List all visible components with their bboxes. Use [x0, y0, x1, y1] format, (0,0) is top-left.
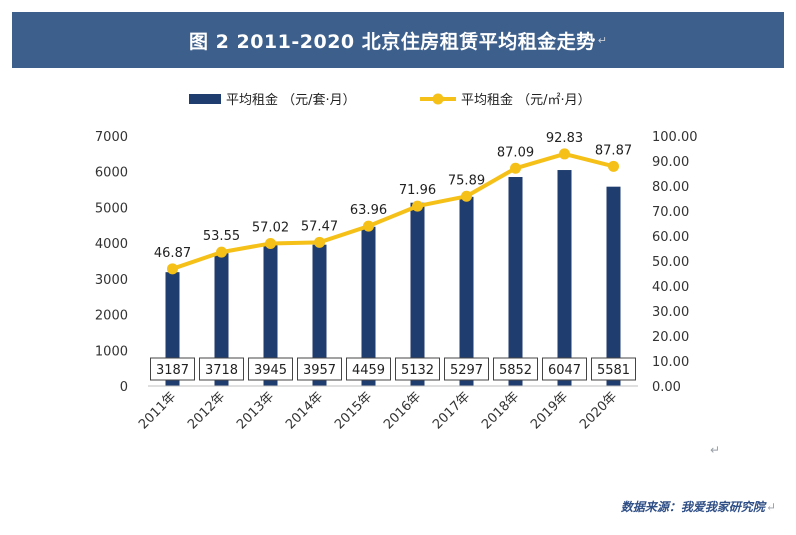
line-value-label: 46.87 [154, 246, 191, 261]
bar-value-box [493, 357, 538, 381]
right-axis-tick-label: 20.00 [652, 330, 689, 345]
x-axis-tick-label: 2012年 [185, 389, 228, 432]
left-axis-tick-label: 3000 [95, 273, 128, 288]
line-point [314, 236, 325, 248]
x-axis-tick-label: 2020年 [577, 389, 620, 432]
bar-value-label: 3945 [254, 363, 287, 378]
bar-value-label: 5852 [499, 363, 532, 378]
x-axis-tick-label: 2013年 [234, 389, 277, 432]
right-axis-tick-label: 10.00 [652, 355, 689, 370]
line-point [412, 200, 423, 212]
x-axis-tick-label: 2016年 [381, 389, 424, 432]
legend-bar-swatch [189, 94, 221, 104]
x-axis-tick-label: 2014年 [283, 389, 326, 432]
bar [557, 170, 572, 386]
x-axis-tick-label: 2015年 [332, 389, 375, 432]
right-axis-tick-label: 40.00 [652, 280, 689, 295]
bar-value-box [542, 357, 587, 381]
line-point [510, 162, 521, 174]
bar-value-label: 3957 [303, 363, 336, 378]
right-axis-tick-label: 70.00 [652, 205, 689, 220]
bar-value-label: 5581 [597, 363, 630, 378]
left-axis-tick-label: 2000 [95, 309, 128, 324]
bar-value-box [297, 357, 342, 381]
x-axis-tick-label: 2018年 [479, 389, 522, 432]
line-value-label: 57.02 [252, 220, 289, 235]
line-value-label: 57.47 [301, 219, 338, 234]
right-axis-tick-label: 90.00 [652, 155, 689, 170]
bar-value-label: 3718 [205, 363, 238, 378]
bar [361, 226, 376, 386]
source-note: 数据来源：我爱我家研究院↵ [621, 498, 776, 515]
line-value-label: 53.55 [203, 229, 240, 244]
bar [410, 202, 425, 386]
right-axis-tick-label: 60.00 [652, 230, 689, 245]
paragraph-mark: ↵ [710, 443, 721, 457]
line-value-label: 75.89 [448, 173, 485, 188]
left-axis-tick-label: 0 [120, 380, 128, 395]
bar-value-box [395, 357, 440, 381]
bar [459, 196, 474, 386]
bar-value-box [199, 357, 244, 381]
bar-value-box [346, 357, 391, 381]
line-value-label: 63.96 [350, 203, 387, 218]
left-axis-tick-label: 1000 [95, 344, 128, 359]
source-return-mark: ↵ [765, 500, 776, 514]
line-value-label: 87.87 [595, 143, 632, 158]
legend-line-marker [432, 93, 444, 105]
line-series [170, 151, 616, 271]
right-axis-tick-label: 50.00 [652, 255, 689, 270]
bar-value-label: 5297 [450, 363, 483, 378]
bar [606, 186, 621, 386]
x-axis-tick-label: 2011年 [136, 389, 179, 432]
legend-bar-label: 平均租金 （元/套·月） [226, 92, 356, 108]
bar-value-label: 5132 [401, 363, 434, 378]
source-text: 数据来源：我爱我家研究院 [620, 500, 765, 514]
bar-value-box [591, 357, 636, 381]
line-value-label: 92.83 [546, 131, 583, 146]
line-point [363, 220, 374, 232]
bar [312, 244, 327, 386]
bar-value-box [150, 357, 195, 381]
line-value-label: 87.09 [497, 145, 534, 160]
bar [214, 253, 229, 386]
bar-value-box [444, 357, 489, 381]
x-axis-tick-label: 2017年 [430, 389, 473, 432]
bar [263, 245, 278, 386]
left-axis-tick-label: 6000 [95, 166, 128, 181]
bar-value-box [248, 357, 293, 381]
left-axis-tick-label: 7000 [95, 130, 128, 145]
line-point [216, 246, 227, 258]
right-axis-tick-label: 80.00 [652, 180, 689, 195]
line-point [608, 160, 619, 172]
line-point [265, 237, 276, 249]
left-axis-tick-label: 4000 [95, 237, 128, 252]
line-point [167, 263, 178, 275]
bar-value-label: 3187 [156, 363, 189, 378]
title-bar: 图 2 2011-2020 北京住房租赁平均租金走势 ↵ [12, 12, 784, 68]
line-point [559, 148, 570, 160]
right-axis-tick-label: 0.00 [652, 380, 681, 395]
legend-line-label: 平均租金 （元/㎡·月） [461, 92, 591, 108]
right-axis-tick-label: 30.00 [652, 305, 689, 320]
bar-value-label: 6047 [548, 363, 581, 378]
line-value-label: 71.96 [399, 183, 436, 198]
x-axis-tick-label: 2019年 [528, 389, 571, 432]
return-mark: ↵ [597, 33, 607, 47]
left-axis-tick-label: 5000 [95, 201, 128, 216]
line-point [461, 190, 472, 202]
bar-value-label: 4459 [352, 363, 385, 378]
right-axis-tick-label: 100.00 [652, 130, 698, 145]
bar [508, 177, 523, 386]
chart-title: 图 2 2011-2020 北京住房租赁平均租金走势 [189, 30, 596, 53]
